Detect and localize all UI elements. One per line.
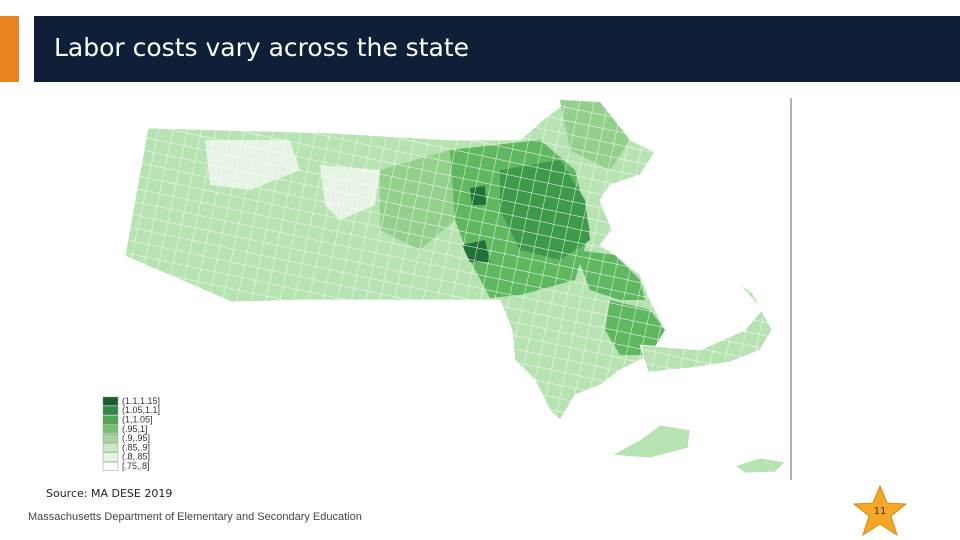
- legend-swatch: [102, 406, 119, 415]
- legend: (1.1,1.15](1.05,1.1](1,1.05](.95,1](.9,.…: [102, 396, 160, 471]
- page-badge: 11: [852, 484, 908, 537]
- legend-label: (1.05,1.1]: [122, 405, 160, 415]
- legend-swatch: [102, 452, 119, 462]
- legend-label: (1,1.05]: [122, 414, 153, 424]
- legend-label: (.95,1]: [122, 424, 148, 434]
- legend-swatch: [102, 443, 119, 453]
- legend-swatch: [102, 461, 119, 471]
- footer-text: Massachusetts Department of Elementary a…: [28, 511, 362, 523]
- island: [734, 457, 786, 474]
- page-number: 11: [874, 506, 887, 517]
- legend-label: (.9,.95]: [122, 433, 150, 443]
- legend-label: [.75,.8]: [122, 461, 150, 471]
- island: [610, 424, 691, 459]
- state-map: [124, 99, 786, 474]
- legend-swatch: [102, 396, 119, 406]
- slide-title: Labor costs vary across the state: [54, 33, 470, 62]
- legend-label: (1.1,1.15]: [122, 396, 160, 406]
- legend-swatch: [102, 424, 119, 434]
- town-lines: [125, 100, 772, 420]
- legend-label: (.85,.9]: [122, 442, 150, 452]
- legend-label: (.8,.85]: [122, 452, 150, 462]
- legend-swatch: [102, 434, 119, 443]
- source-note: Source: MA DESE 2019: [46, 487, 173, 500]
- star: [852, 484, 908, 537]
- legend-swatch: [102, 415, 119, 425]
- accent-bar: [0, 16, 19, 82]
- title-bar: Labor costs vary across the state: [34, 16, 960, 82]
